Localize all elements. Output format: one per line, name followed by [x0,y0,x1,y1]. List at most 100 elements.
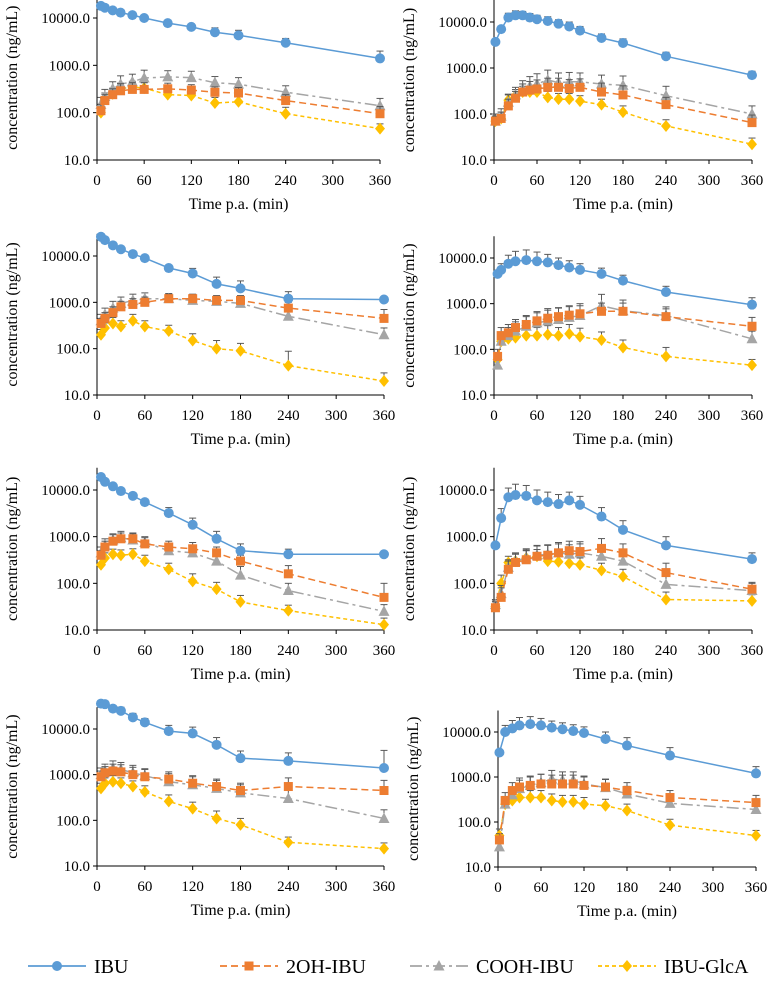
x-tick-label: 360 [373,879,396,895]
data-point [138,72,150,83]
x-tick-label: 300 [325,643,348,659]
data-point [186,21,197,32]
y-tick-label: 1000.0 [446,61,487,77]
data-point [492,359,504,370]
data-point [493,840,505,852]
series-ibu [95,231,389,305]
data-point [107,5,118,16]
data-point [209,27,220,38]
y-tick-label: 100.0 [453,107,487,123]
data-point [546,794,557,807]
series-2oh-ibu [96,532,389,602]
data-point [115,244,126,255]
data-point [525,85,535,95]
legend-marker [244,961,254,971]
y-tick-label: 1000.0 [446,530,487,546]
x-tick-label: 120 [569,643,592,659]
data-point [96,106,106,116]
data-point [600,733,611,744]
data-point [100,313,110,323]
x-tick-label: 120 [181,643,204,659]
data-point [622,740,632,751]
data-point [661,287,671,298]
data-point [532,495,542,506]
data-point [618,524,628,535]
data-point [283,604,294,617]
data-point [115,777,126,790]
data-point [596,32,607,43]
data-point [500,796,510,806]
data-point [596,268,607,279]
data-point [661,312,671,322]
data-point [490,116,500,126]
data-point [188,294,198,304]
y-tick-label: 10.0 [64,153,90,169]
series-ibu [95,471,389,560]
legend-marker [433,960,445,971]
series-ibu [494,716,761,779]
series-2oh-ibu [493,302,757,361]
data-point [211,533,222,544]
data-point [379,294,389,305]
x-tick-label: 120 [180,173,203,189]
x-tick-label: 60 [534,880,549,896]
y-tick-label: 100.0 [56,342,90,358]
data-point [115,705,126,716]
data-point [553,555,564,568]
data-point [542,91,553,104]
data-point [108,308,118,318]
data-point [235,283,246,294]
data-point [209,76,221,88]
data-point [542,497,553,508]
y-tick-label: 10000.0 [41,483,90,499]
y-axis-title: concentration (ng/mL) [401,8,418,152]
data-point [283,549,294,560]
x-tick-label: 360 [369,173,392,189]
data-point [661,593,671,606]
data-point [521,555,531,565]
data-point [496,592,506,602]
x-tick-label: 120 [569,408,592,424]
data-point [139,84,149,94]
data-point [115,486,126,497]
series-cooh-ibu [492,293,758,370]
data-point [661,51,671,62]
data-point [532,14,542,25]
data-point [532,256,542,267]
x-tick-label: 120 [181,879,204,895]
data-point [127,10,138,21]
y-tick-label: 1000.0 [450,770,491,786]
y-tick-label: 1000.0 [49,768,90,784]
data-point [96,318,106,328]
data-point [746,332,758,344]
data-point [100,96,110,106]
data-point [622,786,632,796]
data-point [212,548,222,558]
data-point [126,75,138,87]
data-point [579,798,589,811]
data-point [660,578,672,589]
data-point [127,548,138,561]
data-point [596,550,607,561]
data-point [575,82,585,92]
data-point [518,87,528,97]
data-point [617,555,629,566]
data-point [543,313,553,323]
y-tick-label: 10.0 [64,859,90,875]
data-point [557,795,568,808]
data-point [379,762,389,773]
data-point [234,88,243,98]
data-point [543,82,553,92]
legend-item-ibu-glca: IBU-GlcA [598,956,749,978]
data-point [751,829,761,842]
data-point [187,268,198,279]
x-tick-label: 360 [741,643,764,659]
x-tick-label: 180 [227,173,250,189]
data-point [280,107,291,120]
data-point [140,539,150,549]
data-point [575,330,585,343]
data-point [107,548,118,561]
series-ibu [95,698,389,773]
data-point [747,321,757,331]
data-point [378,328,390,340]
